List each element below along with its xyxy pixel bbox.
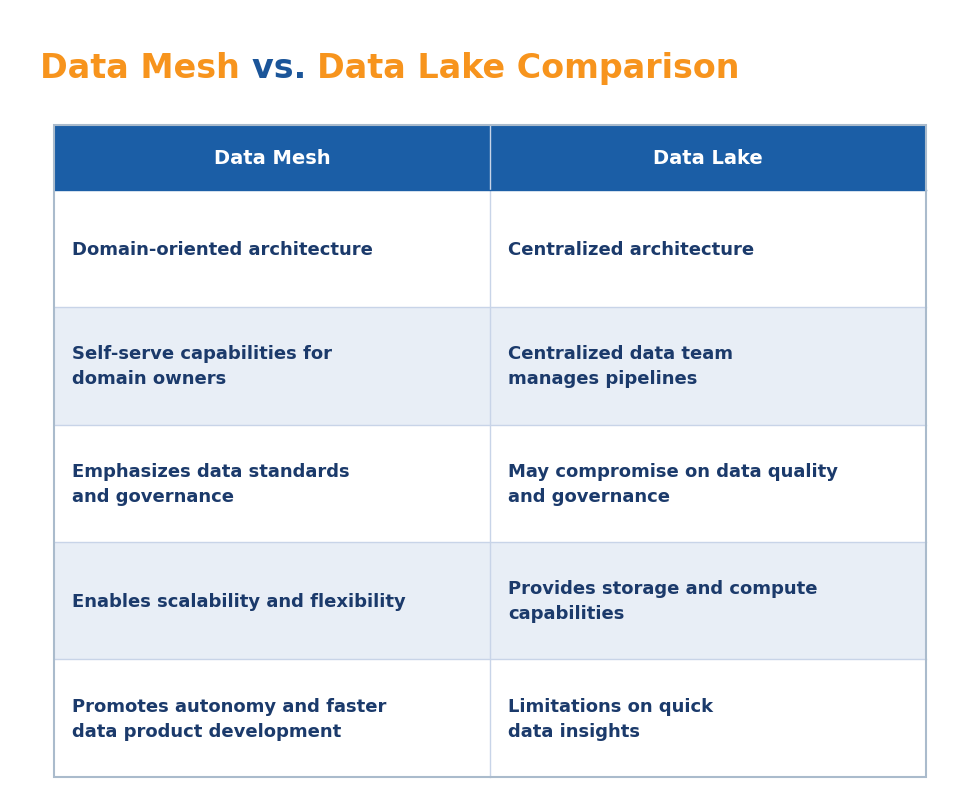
Bar [490,543,926,659]
Text: Promotes autonomy and faster
data product development: Promotes autonomy and faster data produc… [72,697,386,740]
Text: Emphasizes data standards
and governance: Emphasizes data standards and governance [72,462,350,505]
Bar [54,425,490,543]
Bar [490,659,926,777]
Bar [490,191,926,308]
Bar [54,659,490,777]
Text: Data Mesh: Data Mesh [40,52,252,85]
Bar [490,308,926,425]
Bar [54,308,490,425]
Bar [54,191,490,308]
Text: Data Lake Comparison: Data Lake Comparison [318,52,740,85]
Bar [54,126,926,777]
Text: Enables scalability and flexibility: Enables scalability and flexibility [72,592,406,610]
Bar [54,543,490,659]
Bar [490,425,926,543]
Text: Data Lake: Data Lake [654,148,762,168]
Text: Limitations on quick
data insights: Limitations on quick data insights [508,697,713,740]
Bar [54,126,926,191]
Text: Domain-oriented architecture: Domain-oriented architecture [72,240,372,258]
Text: Centralized data team
manages pipelines: Centralized data team manages pipelines [508,345,733,388]
Text: Provides storage and compute
capabilities: Provides storage and compute capabilitie… [508,580,817,623]
Text: Centralized architecture: Centralized architecture [508,240,755,258]
Text: Data Mesh: Data Mesh [214,148,330,168]
Text: May compromise on data quality
and governance: May compromise on data quality and gover… [508,462,838,505]
Text: Self-serve capabilities for
domain owners: Self-serve capabilities for domain owner… [72,345,332,388]
Text: vs.: vs. [252,52,318,85]
